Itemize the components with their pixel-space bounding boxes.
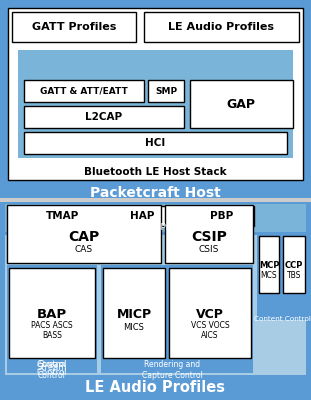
FancyBboxPatch shape	[0, 200, 311, 400]
FancyBboxPatch shape	[9, 268, 95, 358]
FancyBboxPatch shape	[30, 206, 94, 226]
FancyBboxPatch shape	[165, 205, 253, 263]
FancyBboxPatch shape	[259, 236, 279, 293]
Text: VCP: VCP	[196, 308, 224, 322]
FancyBboxPatch shape	[7, 205, 161, 263]
Text: LE Audio Profiles: LE Audio Profiles	[168, 22, 274, 32]
Text: GATT & ATT/EATT: GATT & ATT/EATT	[40, 86, 128, 96]
FancyBboxPatch shape	[0, 198, 311, 202]
Text: BASS: BASS	[42, 330, 62, 340]
Text: L2CAP: L2CAP	[86, 112, 123, 122]
Text: GATT Profiles: GATT Profiles	[32, 22, 116, 32]
Text: BAP: BAP	[37, 308, 67, 322]
Text: PACS ASCS: PACS ASCS	[31, 322, 73, 330]
FancyBboxPatch shape	[169, 268, 251, 358]
FancyBboxPatch shape	[8, 8, 303, 180]
FancyBboxPatch shape	[7, 265, 97, 373]
FancyBboxPatch shape	[148, 80, 184, 102]
FancyBboxPatch shape	[24, 132, 287, 154]
FancyBboxPatch shape	[144, 12, 299, 42]
FancyBboxPatch shape	[12, 12, 136, 42]
Text: CAS: CAS	[75, 246, 93, 254]
FancyBboxPatch shape	[5, 204, 306, 232]
FancyBboxPatch shape	[18, 50, 293, 158]
FancyBboxPatch shape	[103, 268, 165, 358]
FancyBboxPatch shape	[101, 265, 253, 373]
Text: MCS: MCS	[261, 272, 277, 280]
Text: Stream
Control: Stream Control	[38, 360, 66, 380]
Text: MICP: MICP	[116, 308, 151, 322]
Text: HCI: HCI	[145, 138, 165, 148]
Text: CSIP: CSIP	[191, 230, 227, 244]
Text: HAP: HAP	[130, 211, 154, 221]
FancyBboxPatch shape	[257, 234, 307, 320]
Text: CAP: CAP	[68, 230, 100, 244]
Text: TBS: TBS	[287, 272, 301, 280]
Text: Stream
Control: Stream Control	[37, 350, 67, 369]
FancyBboxPatch shape	[5, 235, 306, 375]
Text: GAP: GAP	[226, 98, 256, 110]
Text: TMAP: TMAP	[45, 211, 79, 221]
Text: Content Control: Content Control	[253, 316, 310, 322]
Text: CSIS: CSIS	[199, 246, 219, 254]
Text: CCP: CCP	[285, 260, 303, 270]
Text: Bluetooth LE Host Stack: Bluetooth LE Host Stack	[84, 167, 226, 177]
Text: PBP: PBP	[210, 211, 234, 221]
Text: Use Case Profiles: Use Case Profiles	[116, 224, 194, 232]
FancyBboxPatch shape	[283, 236, 305, 293]
Text: Packetcraft Host: Packetcraft Host	[90, 186, 220, 200]
Text: Rendering and
Capture Control: Rendering and Capture Control	[142, 360, 202, 380]
Text: MCP: MCP	[259, 260, 279, 270]
Text: AICS: AICS	[201, 330, 219, 340]
Text: Control: Control	[37, 368, 67, 377]
FancyBboxPatch shape	[24, 80, 144, 102]
FancyBboxPatch shape	[0, 0, 311, 200]
Text: VCS VOCS: VCS VOCS	[191, 322, 229, 330]
FancyBboxPatch shape	[110, 206, 174, 226]
FancyBboxPatch shape	[190, 80, 293, 128]
Text: SMP: SMP	[155, 86, 177, 96]
Text: MICS: MICS	[123, 322, 144, 332]
FancyBboxPatch shape	[24, 106, 184, 128]
Text: LE Audio Profiles: LE Audio Profiles	[85, 380, 225, 396]
FancyBboxPatch shape	[190, 206, 254, 226]
Text: Stream: Stream	[37, 362, 67, 372]
